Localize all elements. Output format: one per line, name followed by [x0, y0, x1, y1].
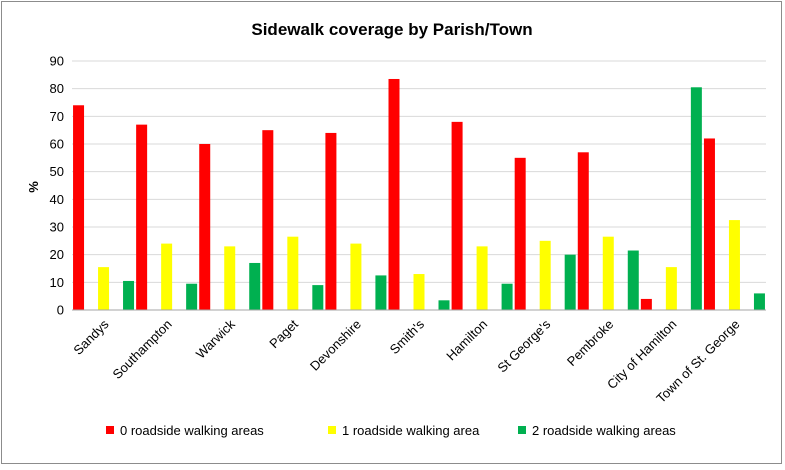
bar [262, 130, 274, 310]
x-tick-label: Southampton [109, 317, 174, 382]
bar [388, 78, 400, 310]
x-tick-label: Sandys [70, 316, 112, 358]
bar [577, 152, 589, 310]
y-tick-label: 40 [50, 192, 64, 207]
y-tick-label: 60 [50, 137, 64, 152]
bar [665, 267, 677, 310]
x-tick-label: St George's [494, 316, 553, 375]
bar [703, 138, 715, 310]
bar [73, 105, 85, 311]
bar [640, 298, 652, 310]
bar [438, 300, 450, 310]
legend-label: 0 roadside walking areas [120, 423, 264, 438]
bar [287, 236, 299, 310]
bar [249, 262, 261, 310]
x-tick-label: Smith's [387, 316, 428, 357]
y-tick-label: 20 [50, 247, 64, 262]
bar [325, 132, 337, 310]
y-tick-label: 90 [50, 54, 64, 69]
y-tick-label: 80 [50, 81, 64, 96]
legend-label: 1 roadside walking area [342, 423, 480, 438]
y-axis-ticks: 0 10 20 30 40 50 60 70 80 90 [50, 54, 64, 318]
bar [312, 285, 324, 310]
y-tick-label: 0 [57, 303, 64, 318]
x-tick-label: Hamilton [443, 317, 490, 364]
bar [539, 240, 551, 310]
bar [451, 121, 463, 310]
bar [501, 283, 513, 310]
bar [199, 144, 211, 310]
bar [476, 246, 488, 310]
bar [753, 293, 765, 310]
bar [136, 124, 148, 310]
bar [627, 250, 639, 310]
bar [350, 243, 362, 310]
legend-swatch [106, 426, 114, 434]
x-tick-label: Devonshire [307, 317, 364, 374]
chart-title: Sidewalk coverage by Parish/Town [251, 20, 532, 39]
bar [602, 236, 614, 310]
bar [690, 87, 702, 311]
x-tick-label: Warwick [193, 316, 238, 361]
x-tick-label: Pembroke [564, 317, 617, 370]
y-tick-label: 10 [50, 275, 64, 290]
y-tick-label: 70 [50, 109, 64, 124]
y-tick-label: 30 [50, 220, 64, 235]
bar [564, 254, 576, 310]
gridlines [72, 60, 766, 283]
x-tick-label: Paget [266, 316, 301, 351]
bar [728, 220, 740, 310]
legend-swatch [328, 426, 336, 434]
legend: 0 roadside walking areas 1 roadside walki… [106, 423, 676, 438]
y-tick-label: 50 [50, 164, 64, 179]
bar [123, 280, 135, 310]
bar [375, 275, 387, 310]
bar [161, 243, 173, 310]
bars [73, 78, 765, 311]
bar [98, 267, 110, 310]
bar [413, 274, 425, 310]
y-axis-label: % [26, 181, 41, 193]
legend-label: 2 roadside walking areas [532, 423, 676, 438]
bar [514, 157, 526, 310]
bar [186, 283, 198, 310]
legend-swatch [518, 426, 526, 434]
bar [224, 246, 236, 310]
